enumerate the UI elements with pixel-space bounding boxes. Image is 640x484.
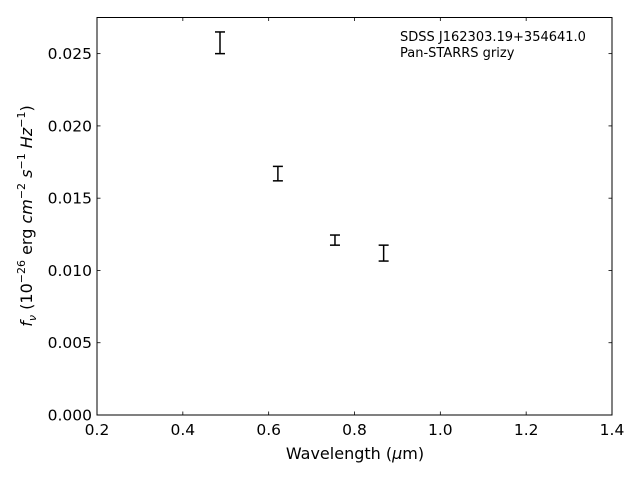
plot-frame (96, 17, 613, 416)
x-axis-label: Wavelength (μm) (286, 444, 424, 463)
annotation-block: SDSS J162303.19+354641.0 Pan-STARRS griz… (400, 30, 586, 61)
annotation-photometry-system: Pan-STARRS grizy (400, 46, 515, 61)
y-tick-label: 0.025 (48, 45, 92, 63)
data-point-errorbar (329, 234, 340, 246)
data-points-layer (214, 31, 389, 262)
y-tick-label: 0.010 (48, 262, 92, 280)
x-tick-label: 1.2 (514, 421, 539, 439)
data-point-errorbar (272, 165, 283, 182)
x-tick-label: 0.8 (342, 421, 367, 439)
x-tick-label: 0.4 (171, 421, 196, 439)
y-axis-label: fν (10−26 erg cm−2 s−1 Hz−1) (15, 105, 39, 326)
x-tick-label: 1.0 (428, 421, 453, 439)
data-point-errorbar (378, 244, 389, 262)
data-point-errorbar (214, 31, 225, 55)
y-tick-label: 0.005 (48, 334, 92, 352)
x-tick-label: 1.4 (600, 421, 625, 439)
annotation-object-name: SDSS J162303.19+354641.0 (400, 30, 586, 45)
y-tick-label: 0.015 (48, 190, 92, 208)
x-tick-label: 0.2 (85, 421, 110, 439)
y-tick-label: 0.000 (48, 407, 92, 425)
y-tick-label: 0.020 (48, 117, 92, 135)
x-tick-label: 0.6 (256, 421, 281, 439)
ticks-layer: 0.2 0.4 0.6 0.8 1.0 1.2 1.4 0.000 0.005 0.010 0.01… (48, 17, 625, 439)
